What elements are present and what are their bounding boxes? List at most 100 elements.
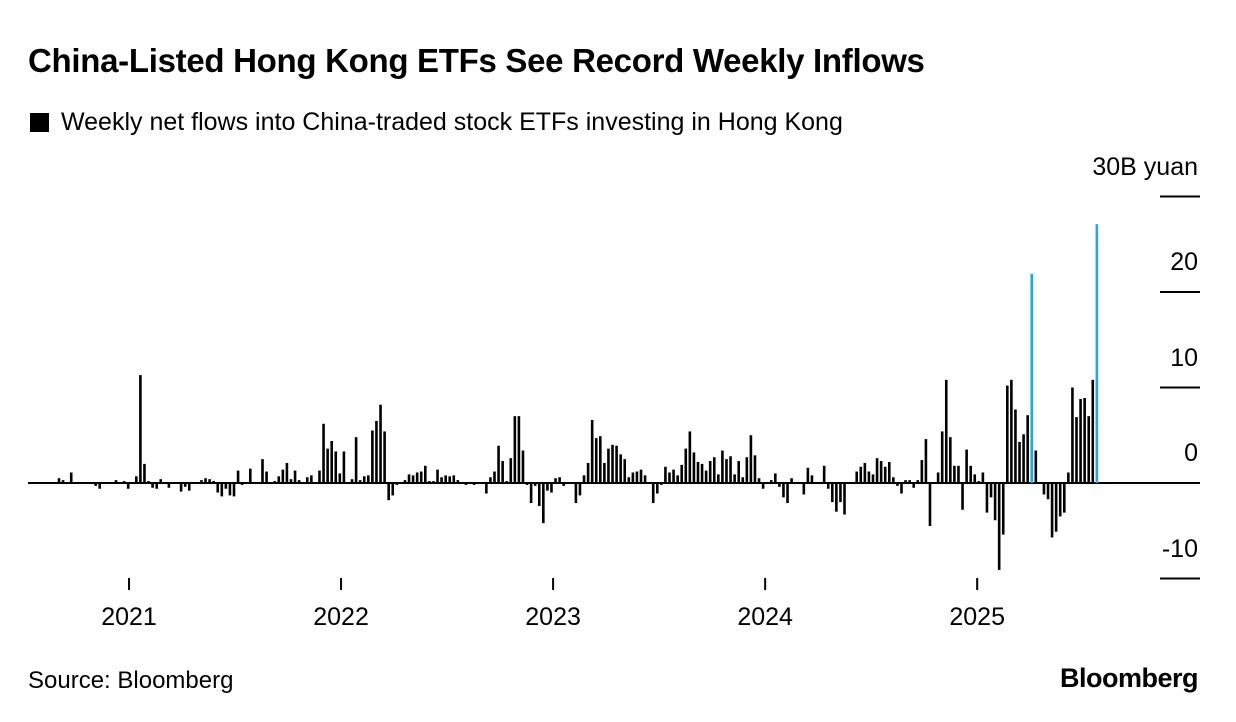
x-tick-label: 2021	[101, 603, 157, 631]
bar	[204, 478, 207, 483]
bar	[98, 483, 101, 489]
bar	[403, 480, 407, 483]
bar	[224, 483, 228, 489]
bar	[737, 461, 740, 483]
bar	[179, 483, 183, 492]
bar	[379, 404, 382, 483]
bar	[717, 474, 720, 483]
bar	[676, 475, 679, 483]
source-note: Source: Bloomberg	[28, 667, 234, 694]
bar	[782, 483, 785, 498]
x-tick-label: 2024	[737, 603, 793, 631]
bar	[61, 480, 65, 483]
bar	[395, 483, 399, 485]
bar	[208, 479, 211, 483]
bar	[383, 431, 386, 483]
bar	[729, 456, 732, 483]
bar	[326, 448, 329, 483]
bar	[806, 467, 810, 483]
bar	[464, 483, 468, 485]
bar	[183, 483, 187, 487]
bar	[696, 461, 700, 483]
bar	[322, 423, 325, 483]
bar	[155, 483, 158, 489]
bar	[981, 472, 985, 483]
bloomberg-logo: Bloomberg	[1059, 663, 1199, 693]
bar	[448, 476, 452, 483]
bar	[985, 483, 989, 513]
bar	[106, 483, 110, 484]
bar	[517, 416, 521, 483]
bar	[562, 483, 565, 486]
bar	[334, 451, 338, 483]
bar	[367, 475, 370, 483]
bar	[407, 474, 411, 483]
bar	[143, 463, 146, 483]
bar	[607, 448, 610, 483]
y-tick-label: -10	[1161, 534, 1198, 563]
bar	[875, 458, 879, 483]
bar	[993, 483, 997, 521]
bar	[371, 430, 374, 483]
bar	[432, 481, 435, 483]
bar	[997, 483, 1001, 570]
bar	[1071, 387, 1074, 483]
bar	[802, 483, 806, 495]
bar	[546, 483, 549, 491]
bar	[456, 480, 460, 483]
bar	[1083, 398, 1086, 483]
bar	[790, 478, 793, 483]
bar	[871, 474, 875, 483]
bar	[411, 475, 415, 483]
x-tick-label: 2025	[949, 603, 1005, 631]
bar	[965, 449, 968, 483]
bar	[826, 483, 830, 489]
bar	[977, 481, 981, 483]
bar	[887, 461, 891, 483]
bar	[428, 481, 431, 483]
bar	[236, 470, 240, 483]
bar	[627, 477, 631, 483]
bar	[558, 477, 561, 483]
bar	[924, 439, 928, 483]
bar	[786, 483, 789, 504]
bar	[798, 483, 802, 484]
bar	[485, 483, 488, 494]
bar	[135, 476, 138, 483]
bar	[65, 482, 69, 483]
bar	[643, 475, 647, 483]
bar	[513, 416, 517, 483]
bar	[391, 483, 395, 496]
bar	[1034, 450, 1038, 483]
bar	[639, 469, 643, 483]
bar	[623, 459, 627, 483]
y-tick-label: 0	[1184, 439, 1198, 467]
bar	[692, 452, 696, 483]
bar	[69, 472, 73, 483]
bar	[114, 480, 118, 483]
bar	[1079, 398, 1082, 483]
bar	[139, 375, 142, 483]
bar	[1022, 434, 1025, 483]
bar	[912, 483, 915, 488]
bar	[533, 483, 537, 486]
bar	[277, 476, 281, 483]
bar	[655, 483, 659, 494]
bar	[725, 459, 728, 483]
bar	[187, 483, 191, 491]
highlighted-bar	[1095, 224, 1099, 483]
bar	[778, 483, 781, 487]
bar	[879, 461, 883, 483]
bar	[892, 477, 895, 483]
x-tick-label: 2023	[525, 603, 581, 631]
bar	[1087, 416, 1091, 483]
bar	[415, 472, 419, 483]
bar	[1058, 483, 1062, 517]
bar	[957, 465, 960, 483]
bar	[961, 483, 964, 510]
x-tick-label: 2022	[313, 603, 369, 631]
bar	[261, 459, 264, 483]
bar	[586, 462, 590, 483]
bar	[712, 457, 716, 483]
